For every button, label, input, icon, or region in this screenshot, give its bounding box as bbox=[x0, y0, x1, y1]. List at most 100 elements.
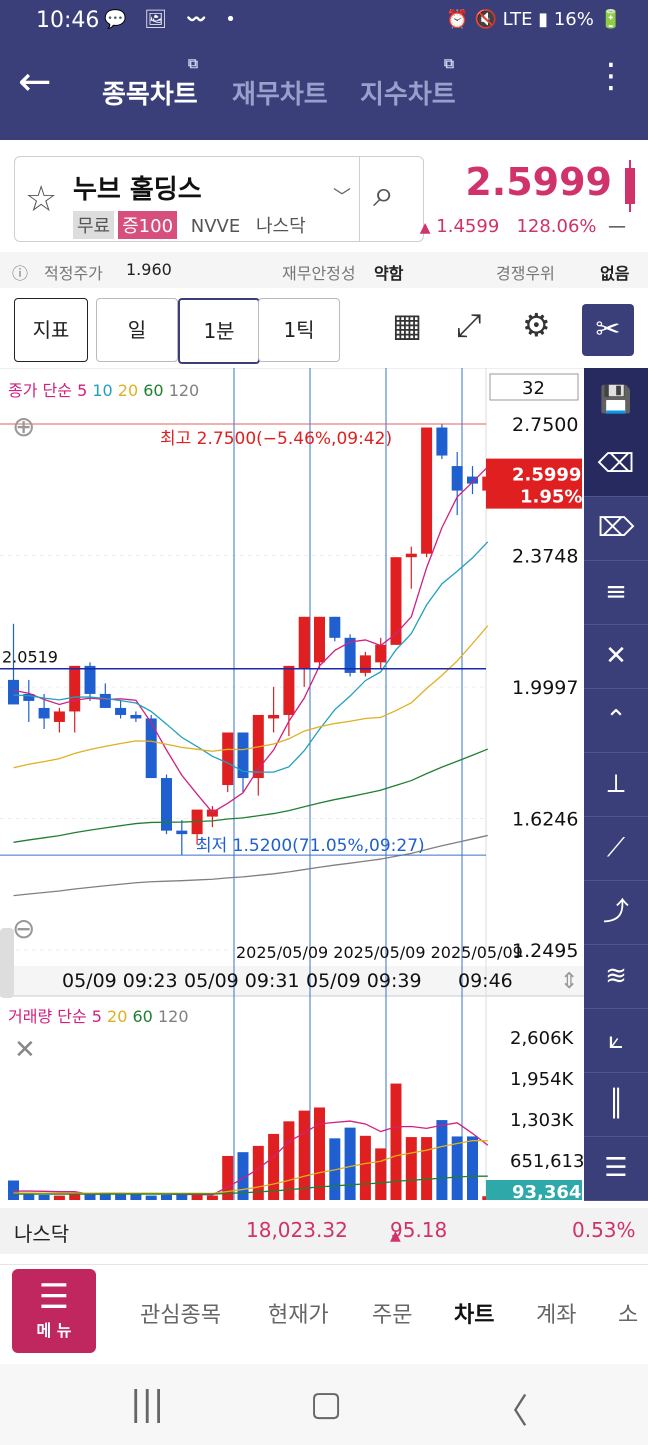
price-change: ▲ 1.4599 128.06% — bbox=[420, 216, 626, 237]
nav-chart[interactable]: 차트 bbox=[454, 1303, 495, 1328]
period-1min-button[interactable]: 1분 bbox=[178, 298, 260, 364]
vol-ma60-line bbox=[13, 1175, 488, 1195]
volume-tick-label: 651,613 bbox=[510, 1151, 584, 1172]
market-index-bar[interactable]: 나스닥 18,023.32 ▲ 95.18 0.53% bbox=[0, 1208, 648, 1254]
tab-financial-chart[interactable]: 재무차트 bbox=[232, 80, 328, 110]
nav-more[interactable]: 소 bbox=[618, 1303, 639, 1328]
ma60-line bbox=[13, 748, 489, 843]
candle-body bbox=[436, 427, 448, 456]
auto-trendline-icon[interactable]: ⤴ bbox=[584, 880, 648, 945]
price-chart[interactable]: 최고 2.7500(−5.46%,09:42) 최저 1.5200(71.05%,… bbox=[0, 368, 584, 1200]
candle-body bbox=[268, 714, 280, 719]
change-value: 1.4599 bbox=[436, 216, 500, 237]
x-axis-band bbox=[0, 966, 584, 996]
menu-label: 메 뉴 bbox=[36, 1321, 72, 1340]
save-icon[interactable]: 💾 bbox=[584, 368, 648, 433]
vertical-marker-icon[interactable]: ⟂ bbox=[584, 752, 648, 817]
stability-label: 재무안정성 bbox=[282, 264, 356, 283]
nav-order[interactable]: 주문 bbox=[372, 1303, 413, 1328]
peak-line-icon[interactable]: ⌃ bbox=[584, 688, 648, 753]
vol-ma20-line bbox=[13, 1139, 488, 1195]
volume-bar bbox=[161, 1194, 172, 1200]
eraser-all-icon[interactable]: ⌦ bbox=[584, 496, 648, 561]
volume-bar bbox=[115, 1193, 127, 1200]
home-icon[interactable]: ▢ bbox=[310, 1384, 343, 1424]
volume-bar bbox=[237, 1152, 249, 1200]
high-price-label: 최고 2.7500(−5.46%,09:42) bbox=[160, 429, 392, 449]
nav-account[interactable]: 계좌 bbox=[536, 1303, 577, 1328]
x-tick-label: 05/09 09:31 bbox=[184, 970, 300, 992]
index-change-pct: 0.53% bbox=[572, 1218, 636, 1242]
nav-watchlist[interactable]: 관심종목 bbox=[140, 1303, 221, 1328]
fundamentals-row: ⓘ 적정주가 1.960 재무안정성 약함 경쟁우위 없음 bbox=[0, 252, 648, 288]
nav-current-price[interactable]: 현재가 bbox=[268, 1303, 329, 1328]
tab-stock-chart[interactable]: 종목차트 ⧉ bbox=[102, 56, 198, 110]
count-value: 32 bbox=[522, 378, 545, 399]
indicator-button[interactable]: 지표 bbox=[14, 298, 88, 362]
candle-body bbox=[451, 466, 463, 491]
menu-button[interactable]: ☰ 메 뉴 bbox=[12, 1269, 96, 1353]
candle-body bbox=[467, 476, 478, 484]
layout-grid-icon[interactable]: ▦ bbox=[392, 306, 423, 344]
stock-tags: 무료 증100 NVVE 나스닥 bbox=[73, 211, 306, 239]
current-volume-value: 93,364 bbox=[512, 1182, 581, 1200]
volume-bar bbox=[436, 1120, 448, 1200]
more-options-icon[interactable]: ⋮ bbox=[594, 56, 628, 96]
candle-body bbox=[359, 655, 371, 673]
eraser-icon[interactable]: ⌫ bbox=[584, 432, 648, 497]
bottom-navigation: ☰ 메 뉴 관심종목 현재가 주문 차트 계좌 소 bbox=[0, 1264, 648, 1365]
trendline-icon[interactable]: ⟋ bbox=[584, 816, 648, 881]
index-value: 18,023.32 bbox=[246, 1218, 348, 1242]
back-arrow-icon[interactable]: ← bbox=[18, 59, 52, 105]
recent-apps-icon[interactable]: ||| bbox=[130, 1384, 165, 1424]
chevron-down-icon[interactable]: ﹀ bbox=[333, 187, 351, 208]
volume-bar bbox=[283, 1121, 295, 1200]
volume-bar bbox=[206, 1195, 218, 1200]
search-icon[interactable]: ⌕ bbox=[373, 171, 395, 215]
volume-tick-label: 1,954K bbox=[510, 1069, 575, 1090]
candle-body bbox=[421, 427, 433, 554]
fan-lines-icon[interactable]: ⟀ bbox=[584, 1008, 648, 1073]
tab-index-chart[interactable]: 지수차트 ⧉ bbox=[360, 56, 456, 110]
volume-tick-label: 1,303K bbox=[510, 1110, 575, 1131]
candle-body bbox=[283, 665, 295, 715]
volume-bar bbox=[53, 1195, 65, 1200]
support-line-label: 2.0519 bbox=[2, 648, 58, 667]
y-tick-label: 1.9997 bbox=[512, 677, 578, 699]
vertical-lines-icon[interactable]: ║ bbox=[584, 1072, 648, 1137]
back-icon[interactable]: 〈 bbox=[494, 1392, 528, 1432]
stock-selector[interactable]: ☆ 누브 홀딩스 ﹀ 무료 증100 NVVE 나스닥 ⌕ bbox=[14, 156, 424, 242]
period-day-button[interactable]: 일 bbox=[96, 298, 178, 362]
low-price-label: 최저 1.5200(71.05%,09:27) bbox=[196, 836, 425, 856]
x-axis-scroll-icon: ⇕ bbox=[560, 969, 578, 994]
favorite-star-icon[interactable]: ☆ bbox=[25, 179, 58, 220]
period-1tick-button[interactable]: 1틱 bbox=[258, 298, 340, 362]
volume-bar bbox=[467, 1136, 478, 1200]
help-icon[interactable]: ⓘ bbox=[12, 264, 29, 283]
arc-lines-icon[interactable]: ≋ bbox=[584, 944, 648, 1009]
volume-bar bbox=[145, 1195, 157, 1200]
tools-icon[interactable]: ✂ bbox=[582, 304, 634, 356]
horizontal-lines-icon[interactable]: ☰ bbox=[584, 1136, 648, 1201]
settings-gear-icon[interactable]: ⚙ bbox=[522, 306, 551, 344]
free-tag: 무료 bbox=[73, 211, 115, 239]
copy-icon: ⧉ bbox=[188, 56, 198, 72]
volume-bar bbox=[69, 1193, 81, 1200]
fullscreen-icon[interactable]: ⤢ bbox=[456, 306, 482, 344]
y-tick-label: 1.2495 bbox=[512, 940, 578, 962]
date-header-overlap: 2025/05/09 2025/05/09 2025/05/09 bbox=[236, 943, 523, 962]
candle-icon bbox=[625, 160, 635, 212]
app-header: ← 종목차트 ⧉ 재무차트 지수차트 ⧉ ⋮ bbox=[0, 44, 648, 140]
side-drawer-handle[interactable] bbox=[0, 928, 14, 998]
ma10-line bbox=[13, 541, 489, 773]
candle-body bbox=[176, 830, 188, 835]
ma20-line bbox=[13, 625, 489, 769]
volume-bar bbox=[38, 1194, 50, 1200]
volume-bar bbox=[252, 1145, 264, 1200]
volume-bar bbox=[421, 1137, 433, 1200]
ma5-line bbox=[13, 466, 489, 814]
fair-price-value: 1.960 bbox=[126, 260, 172, 279]
candle-body bbox=[298, 616, 310, 670]
hcl-line-icon[interactable]: ≡ bbox=[584, 560, 648, 625]
trend-cross-icon[interactable]: ✕ bbox=[584, 624, 648, 689]
